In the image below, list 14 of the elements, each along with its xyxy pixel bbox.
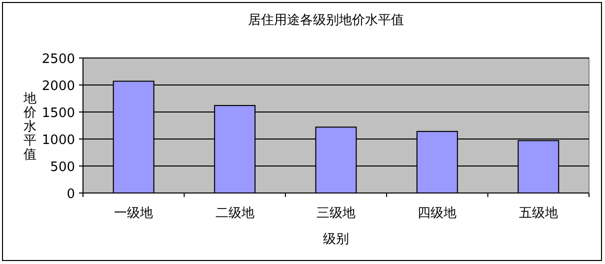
x-tick-label: 五级地 [518,206,558,221]
x-tick-label: 三级地 [316,206,356,221]
x-axis-title: 级别 [323,232,349,247]
y-axis-title: 地价水平值 [22,92,36,162]
x-tick-label: 二级地 [215,206,254,221]
y-tick-label: 1500 [42,106,75,121]
y-tick-label: 2500 [42,52,75,67]
y-tick-label: 0 [66,187,75,202]
x-tick-label: 一级地 [114,206,154,221]
x-tick-label: 四级地 [418,206,457,221]
y-tick-label: 2000 [42,79,75,94]
y-tick-label: 500 [50,160,75,175]
chart-title: 居住用途各级别地价水平值 [248,13,404,28]
y-tick-label: 1000 [42,133,75,148]
